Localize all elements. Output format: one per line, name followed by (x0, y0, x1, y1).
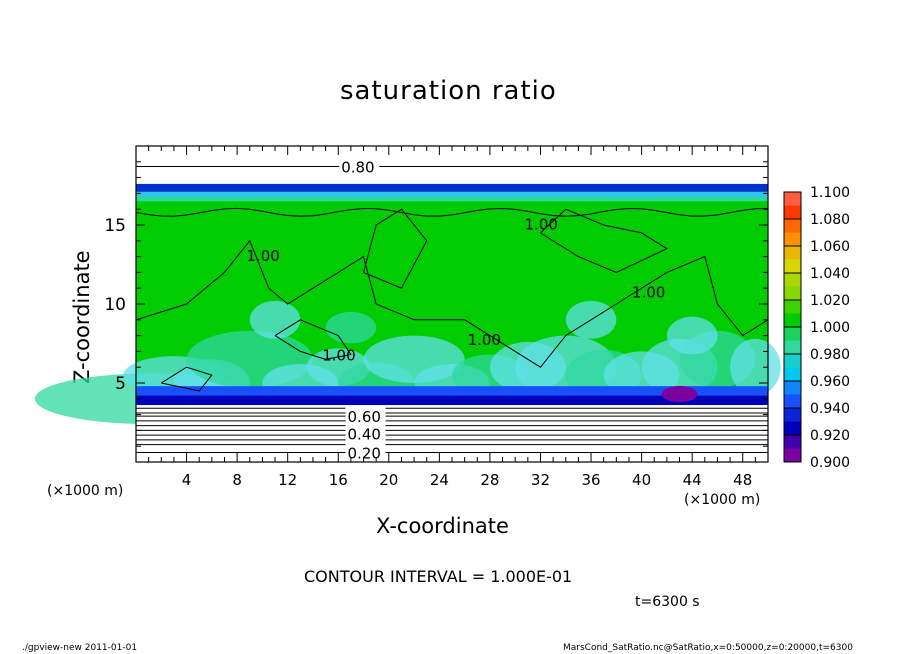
field-patch (249, 300, 301, 339)
contour-label: 0.80 (341, 159, 374, 177)
contour-label: 1.00 (246, 247, 279, 265)
colorbar-segment (784, 219, 801, 246)
contour-line-1.00 (274, 319, 352, 360)
footer-source: MarsCond_SatRatio.nc@SatRatio,x=0:50000,… (563, 643, 853, 653)
colorbar-segment (784, 408, 801, 435)
colorbar: 0.900 0.920 0.940 0.960 0.980 1.000 1.020 1.040… (783, 185, 850, 471)
colorbar-segment (784, 354, 801, 381)
x-tick-label: 32 (531, 471, 550, 489)
field-top-cyan-band (136, 191, 768, 197)
field-upper-dry (136, 146, 768, 186)
contour-label-bg (345, 407, 386, 425)
colorbar-segment-blend (784, 327, 801, 341)
contour-label: 1.00 (524, 215, 557, 233)
colorbar-segment-blend (784, 273, 801, 287)
contour-line-1.00 (540, 208, 668, 273)
colorbar-segment (784, 300, 801, 327)
contour-interval-text: CONTOUR INTERVAL = 1.000E-01 (304, 567, 573, 586)
contour-line-1.00 (161, 366, 213, 392)
field-lower-dry (136, 405, 768, 462)
colorbar-segment (784, 273, 801, 300)
time-label: t=6300 s (635, 594, 700, 610)
x-tick-label: 44 (683, 471, 702, 489)
contour-label: 1.00 (632, 283, 665, 301)
contour-label: 1.00 (468, 331, 501, 349)
contour-line-1.00 (135, 239, 769, 368)
chart-title: saturation ratio (340, 76, 557, 106)
colorbar-segment-blend (784, 300, 801, 314)
contour-line-1.00 (363, 208, 428, 289)
contour-label: 0.60 (348, 408, 381, 426)
colorbar-label: 1.060 (810, 239, 850, 255)
contour-label: 1.00 (322, 347, 355, 365)
colorbar-label: 0.960 (810, 374, 850, 390)
field-patch (325, 311, 377, 344)
colorbar-segment-blend (784, 219, 801, 233)
heatmap-field (34, 146, 781, 462)
field-patch (666, 316, 718, 355)
colorbar-segment-blend (784, 381, 801, 395)
colorbar-label: 1.020 (810, 293, 850, 309)
colorbar-segment (784, 246, 801, 273)
y-tick-label: 10 (104, 295, 126, 315)
field-purple-spot (661, 386, 698, 403)
colorbar-label: 1.100 (810, 185, 850, 201)
x-ticks: 4 8 12 16 20 24 28 32 36 40 44 48 (148, 146, 756, 489)
x-tick-label: 16 (329, 471, 348, 489)
colorbar-label: 0.980 (810, 347, 850, 363)
x-tick-label: 40 (632, 471, 651, 489)
x-tick-label: 20 (379, 471, 398, 489)
colorbar-label: 0.900 (810, 455, 850, 471)
x-unit-label-left: (×1000 m) (47, 483, 124, 499)
contour-label: 0.40 (348, 426, 381, 444)
contour-label-bg (339, 157, 380, 175)
colorbar-segment (784, 435, 801, 462)
x-unit-label-right: (×1000 m) (684, 492, 761, 508)
contour-line-1.00-top (135, 207, 769, 217)
colorbar-segment-blend (784, 192, 801, 206)
colorbar-segment (784, 192, 801, 219)
colorbar-label: 1.000 (810, 320, 850, 336)
x-tick-label: 48 (733, 471, 752, 489)
colorbar-label: 0.940 (810, 401, 850, 417)
contour-lines (135, 166, 769, 454)
colorbar-segment-blend (784, 246, 801, 260)
footer-program: ./gpview-new 2011-01-01 (22, 643, 138, 653)
x-tick-label: 36 (581, 471, 600, 489)
colorbar-segment-blend (784, 354, 801, 368)
contour-labels: 0.80 1.00 1.00 1.00 1.00 1.00 0.600.400.20 (246, 157, 665, 463)
colorbar-label: 1.040 (810, 266, 850, 282)
colorbar-segment-blend (784, 435, 801, 449)
x-tick-label: 4 (182, 471, 192, 489)
field-top-teal-band (136, 196, 768, 202)
contour-label-bg (345, 443, 386, 461)
field-dark-blue-band (136, 395, 768, 406)
field-top-blue-band (136, 183, 768, 192)
colorbar-label: 1.080 (810, 212, 850, 228)
x-tick-label: 12 (278, 471, 297, 489)
x-axis-label: X-coordinate (376, 514, 509, 538)
colorbar-segment-blend (784, 408, 801, 422)
y-ticks: 5 10 15 (104, 161, 768, 447)
colorbar-label: 0.920 (810, 428, 850, 444)
y-tick-label: 5 (115, 374, 126, 394)
colorbar-segment (784, 327, 801, 354)
contour-label: 0.20 (348, 445, 381, 463)
colorbar-segment (784, 381, 801, 408)
x-tick-label: 8 (232, 471, 242, 489)
x-tick-label: 24 (430, 471, 449, 489)
contour-label-bg (345, 424, 386, 442)
y-tick-label: 15 (104, 216, 126, 236)
x-tick-label: 28 (480, 471, 499, 489)
